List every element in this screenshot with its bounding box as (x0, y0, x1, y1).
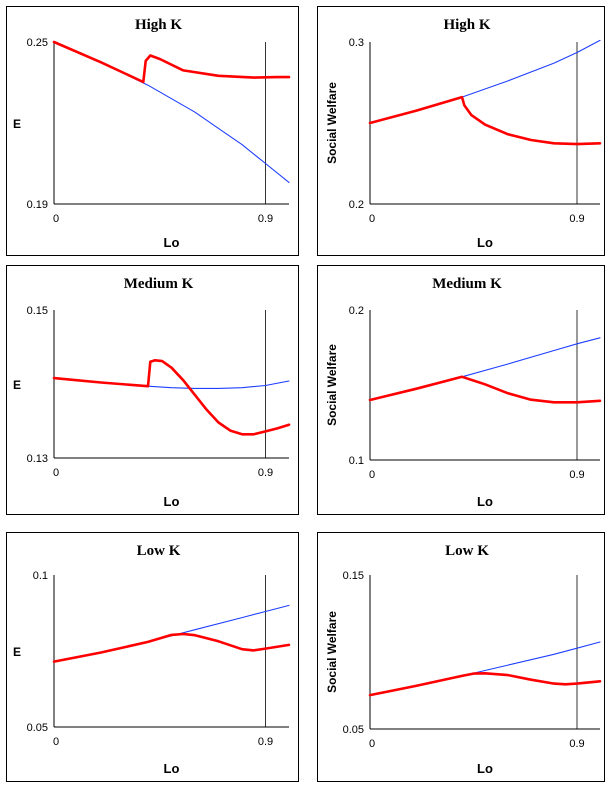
y-axis-label: E (13, 378, 21, 392)
x-tick-label: 0.9 (569, 213, 584, 225)
chart-panel: High K 0.25 0.19 0 0.9 Lo E (6, 6, 299, 256)
y-tick-label: 0.15 (343, 570, 364, 582)
chart-panel: Low K 0.1 0.05 0 0.9 Lo E (6, 532, 299, 782)
y-axis-label: Social Welfare (325, 344, 339, 426)
y-tick-label: 0.05 (343, 724, 364, 736)
y-axis-label: E (13, 645, 21, 659)
y-tick-label: 0.2 (349, 199, 364, 211)
series-line-blue (53, 604, 290, 663)
chart-svg: Low K 0.1 0.05 0 0.9 Lo E (13, 543, 291, 776)
x-tick-label: 0 (53, 467, 59, 479)
series-line-blue (53, 377, 290, 389)
series-line-red (368, 672, 602, 697)
chart-svg: High K 0.3 0.2 0 0.9 Lo Social Welfare (325, 17, 602, 250)
y-tick-label: 0.3 (349, 37, 364, 49)
y-tick-label: 0.15 (27, 305, 48, 317)
y-tick-label: 0.19 (27, 199, 48, 211)
chart-title: Low K (445, 543, 489, 559)
series-line-red (52, 359, 291, 436)
x-axis-label: Lo (477, 761, 493, 776)
x-tick-label: 0 (53, 736, 59, 748)
x-tick-label: 0.9 (258, 736, 273, 748)
chart-title: High K (443, 17, 490, 33)
chart-title: High K (135, 17, 182, 33)
y-tick-label: 0.2 (349, 305, 364, 317)
x-axis-label: Lo (477, 494, 493, 509)
x-tick-label: 0 (369, 469, 375, 481)
y-axis-label: Social Welfare (325, 611, 339, 693)
chart-title: Low K (137, 543, 181, 559)
series-line-red (368, 375, 602, 404)
series-line-blue (369, 39, 601, 124)
chart-svg: High K 0.25 0.19 0 0.9 Lo E (13, 17, 291, 250)
y-tick-label: 0.1 (33, 570, 48, 582)
y-axis-label: E (13, 117, 21, 131)
chart-panel: Medium K 0.15 0.13 0 0.9 Lo E (6, 265, 299, 515)
chart-title: Medium K (432, 276, 502, 292)
x-axis-label: Lo (477, 235, 493, 250)
y-tick-label: 0.05 (27, 722, 48, 734)
x-tick-label: 0 (369, 213, 375, 225)
x-tick-label: 0 (369, 738, 375, 750)
series-line-red (368, 95, 602, 146)
x-axis-label: Lo (164, 235, 180, 250)
chart-svg: Low K 0.15 0.05 0 0.9 Lo Social Welfare (325, 543, 602, 776)
chart-panel: Medium K 0.2 0.1 0 0.9 Lo Social Welfare (317, 265, 605, 515)
y-tick-label: 0.1 (349, 455, 364, 467)
x-tick-label: 0.9 (258, 213, 273, 225)
chart-title: Medium K (124, 276, 194, 292)
y-tick-label: 0.13 (27, 453, 48, 465)
x-tick-label: 0.9 (569, 738, 584, 750)
series-line-red (52, 40, 291, 84)
x-tick-label: 0.9 (569, 469, 584, 481)
series-line-red (52, 632, 291, 663)
x-tick-label: 0 (53, 213, 59, 225)
x-tick-label: 0.9 (258, 467, 273, 479)
chart-svg: Medium K 0.15 0.13 0 0.9 Lo E (13, 276, 291, 509)
y-tick-label: 0.25 (27, 37, 48, 49)
y-axis-label: Social Welfare (325, 82, 339, 164)
chart-panel: Low K 0.15 0.05 0 0.9 Lo Social Welfare (317, 532, 605, 782)
series-line-blue (53, 41, 290, 183)
x-axis-label: Lo (164, 761, 180, 776)
chart-svg: Medium K 0.2 0.1 0 0.9 Lo Social Welfare (325, 276, 602, 509)
chart-panel: High K 0.3 0.2 0 0.9 Lo Social Welfare (317, 6, 605, 256)
x-axis-label: Lo (164, 494, 180, 509)
